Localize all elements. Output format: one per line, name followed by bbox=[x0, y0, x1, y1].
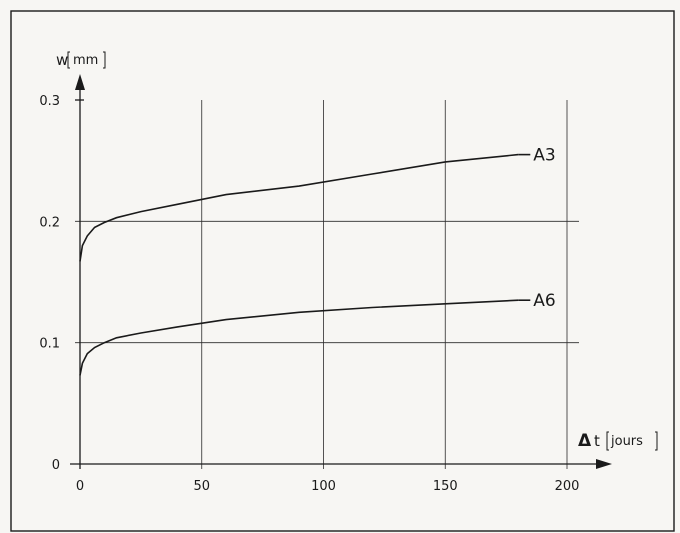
y-axis-arrow bbox=[75, 74, 85, 90]
x-axis-arrow bbox=[596, 459, 612, 469]
y-axis-unit: mm bbox=[73, 53, 98, 68]
x-tick-label-200: 200 bbox=[555, 479, 580, 494]
x-axis-unit: jours bbox=[610, 434, 643, 449]
x-axis-title: t bbox=[594, 432, 600, 450]
chart-frame bbox=[10, 10, 675, 532]
series-label-a3: A3 bbox=[533, 146, 555, 166]
series-line-a6 bbox=[79, 299, 519, 376]
series-line-a3 bbox=[79, 153, 519, 262]
y-unit-bracket-right bbox=[103, 51, 106, 69]
series-label-a6: A6 bbox=[533, 291, 555, 311]
y-axis-title: w bbox=[56, 51, 68, 69]
x-axis-delta: Δ bbox=[578, 431, 592, 451]
data-series: A3 A6 bbox=[79, 146, 556, 376]
x-unit-bracket-right bbox=[655, 431, 658, 451]
y-tick-label-0.3: 0.3 bbox=[39, 94, 60, 109]
x-tick-label-100: 100 bbox=[311, 479, 336, 494]
y-tick-label-0: 0 bbox=[52, 458, 60, 473]
y-tick-label-0.1: 0.1 bbox=[39, 337, 60, 352]
x-tick-label-0: 0 bbox=[76, 479, 84, 494]
y-tick-label-0.2: 0.2 bbox=[39, 215, 60, 230]
x-tick-label-50: 50 bbox=[193, 479, 210, 494]
x-tick-label-150: 150 bbox=[433, 479, 458, 494]
x-unit-bracket-left bbox=[606, 431, 609, 451]
y-unit-bracket-left bbox=[67, 51, 70, 69]
axes bbox=[70, 74, 612, 469]
tick-labels: 0 50 100 150 200 0 0.1 0.2 0.3 bbox=[39, 94, 579, 494]
